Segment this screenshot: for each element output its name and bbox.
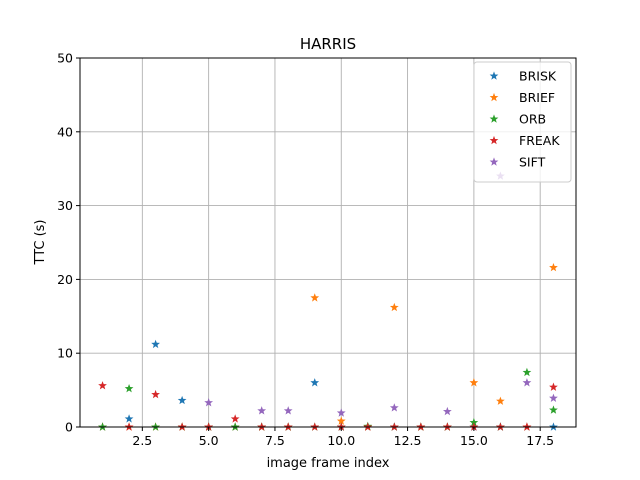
y-tick-label: 50 — [57, 51, 73, 66]
data-point — [204, 398, 214, 407]
y-tick-label: 0 — [65, 420, 73, 435]
x-tick-label: 12.5 — [394, 433, 422, 448]
x-tick-label: 17.5 — [526, 433, 554, 448]
legend-marker — [489, 157, 499, 166]
legend-item-freak: FREAK — [489, 133, 560, 148]
legend-label: ORB — [519, 112, 546, 127]
legend: BRISK BRIEF ORB FREAK SIFT — [473, 61, 572, 183]
legend-marker — [489, 71, 499, 80]
data-point — [230, 414, 240, 423]
data-point — [389, 302, 399, 312]
plot-frame — [79, 57, 577, 428]
data-point — [549, 405, 558, 414]
y-tick-label: 20 — [57, 272, 73, 287]
data-point — [549, 393, 558, 402]
y-tick-label: 10 — [57, 346, 73, 361]
x-tick-label: 2.5 — [132, 433, 152, 448]
data-point — [310, 293, 320, 302]
y-tick-label: 40 — [57, 124, 73, 139]
x-tick-label: 15.0 — [460, 433, 488, 448]
legend-item-brisk: BRISK — [489, 69, 557, 84]
data-point — [469, 417, 479, 427]
legend-item-orb: ORB — [489, 112, 546, 127]
data-point — [469, 378, 479, 387]
data-point — [549, 382, 558, 391]
data-point — [177, 395, 187, 405]
data-point — [336, 408, 346, 417]
data-point — [283, 406, 293, 415]
legend-label: BRIEF — [519, 90, 555, 105]
data-point — [496, 396, 505, 405]
y-tick-label: 30 — [57, 198, 73, 213]
data-point — [151, 339, 160, 349]
x-tick-label: 7.5 — [265, 433, 285, 448]
chart-title: HARRIS — [300, 35, 356, 53]
legend-item-sift: SIFT — [489, 155, 546, 170]
x-tick-label: 10.0 — [327, 433, 355, 448]
legend-box — [473, 61, 572, 183]
legend-item-brief: BRIEF — [489, 90, 555, 105]
data-point — [124, 414, 134, 423]
data-point — [522, 378, 532, 387]
x-axis: 2.5 5.0 7.5 10.0 12.5 15.0 17.5 — [132, 427, 554, 448]
legend-marker — [489, 135, 499, 145]
data-point — [549, 262, 558, 272]
y-axis-label: TTC (s) — [33, 219, 48, 265]
data-point — [389, 403, 399, 412]
x-axis-label: image frame index — [267, 456, 390, 471]
legend-marker — [489, 114, 499, 123]
data-point — [522, 367, 532, 377]
data-point — [442, 406, 452, 416]
data-point — [257, 406, 267, 415]
data-point — [310, 378, 320, 387]
data-point — [124, 384, 134, 393]
data-point — [336, 416, 346, 425]
x-tick-label: 5.0 — [199, 433, 219, 448]
legend-label: SIFT — [519, 155, 546, 170]
data-point — [98, 381, 107, 390]
legend-marker — [489, 92, 499, 102]
data-point — [151, 389, 160, 399]
legend-label: BRISK — [519, 69, 557, 84]
legend-label: FREAK — [519, 133, 560, 148]
y-axis: 0 10 20 30 40 50 — [57, 51, 80, 435]
